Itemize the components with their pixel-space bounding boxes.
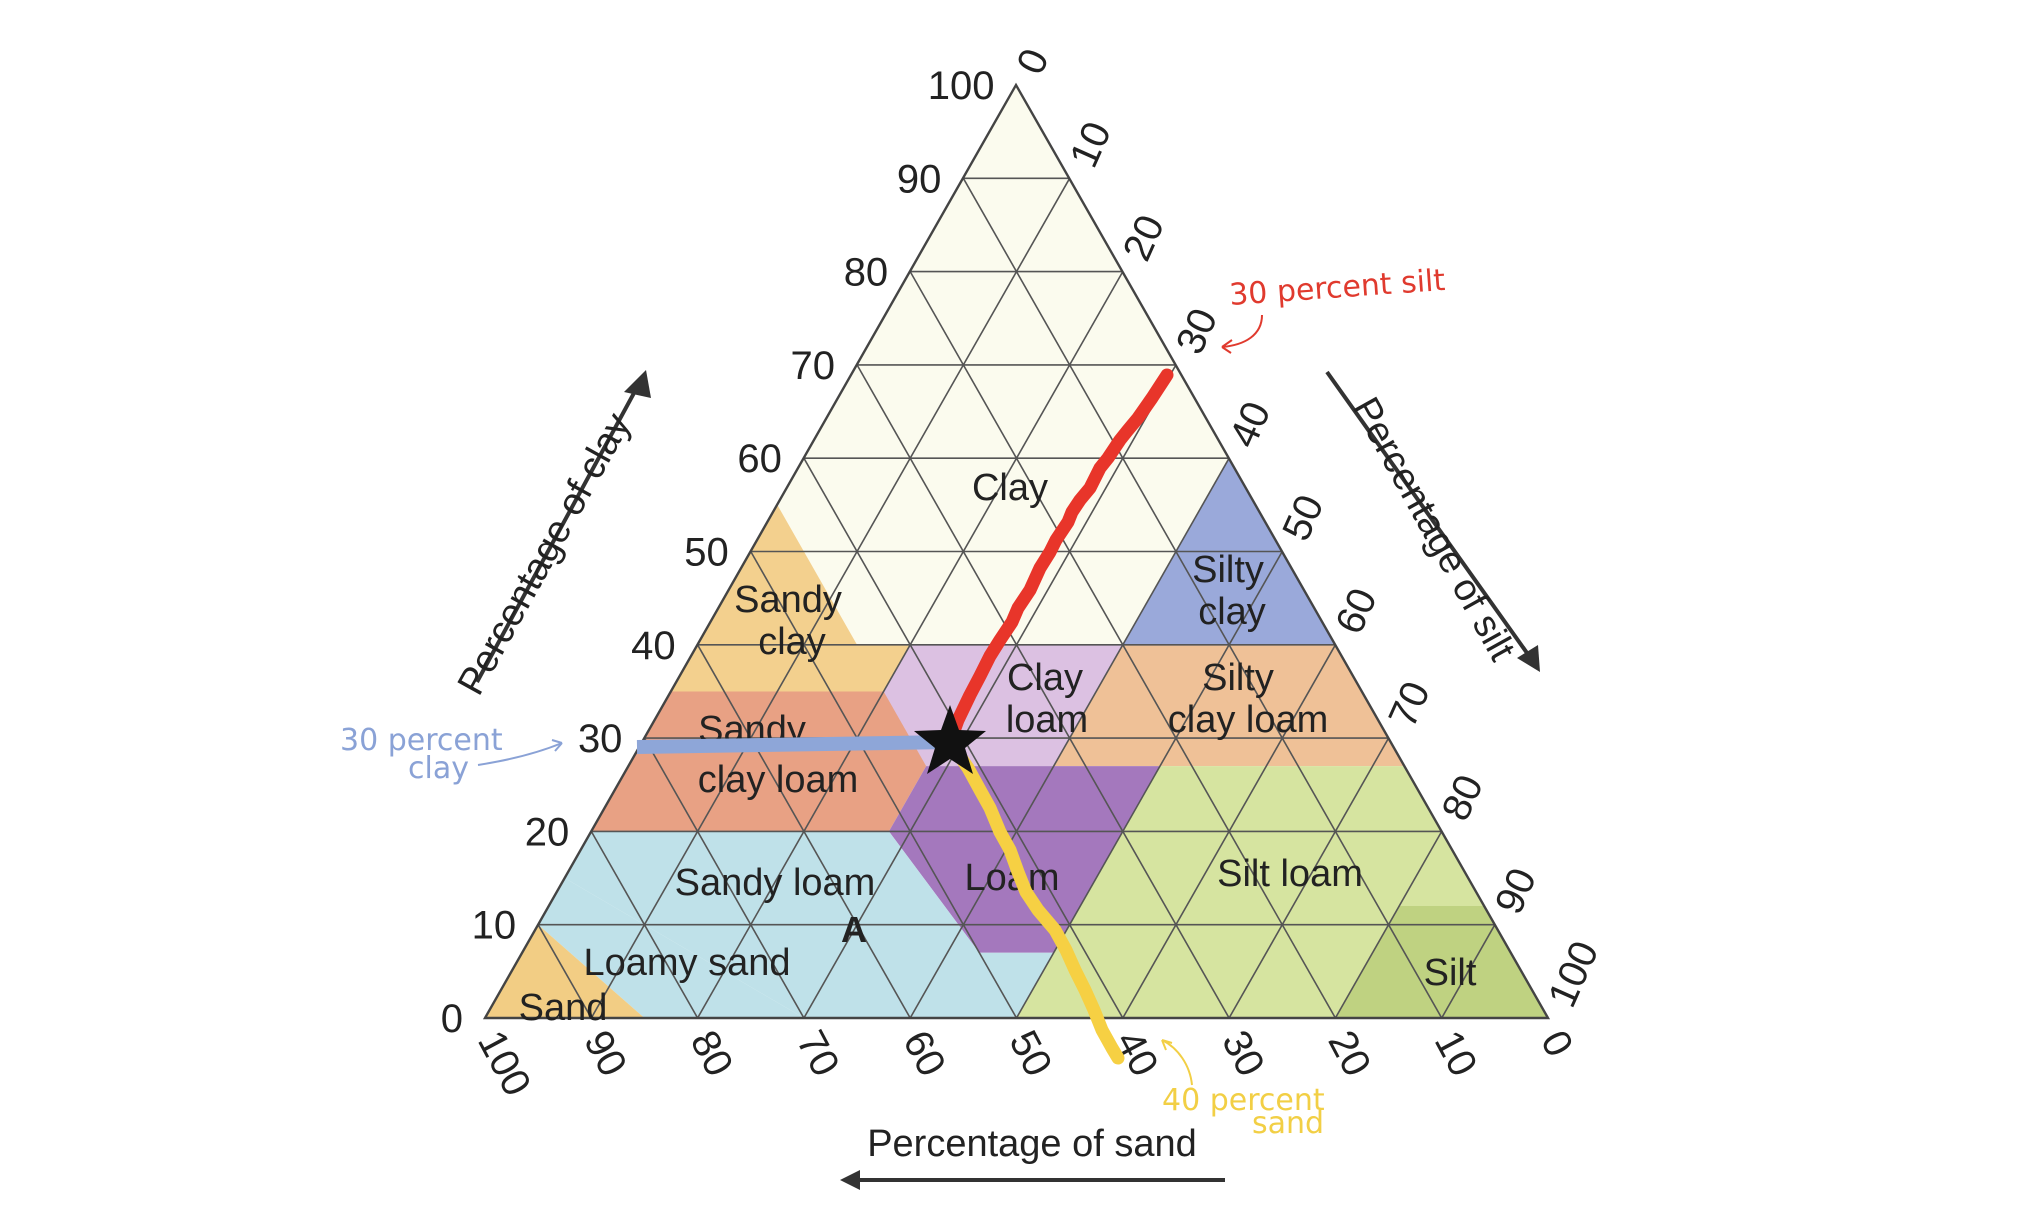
- clay-tick-label: 20: [525, 810, 570, 854]
- sample-star-icon: [914, 705, 986, 774]
- silt-tick-label: 80: [1434, 769, 1492, 828]
- silt-loam-region-label: Silt loam: [1217, 853, 1363, 895]
- region-labels: Clay Sandy clay Silty clay Clay loam Silty c…: [519, 467, 1477, 1029]
- clay-tick-label: 40: [631, 624, 676, 668]
- sandy-loam-region-label: Sandy loam: [675, 862, 876, 904]
- clay-tick-label: 0: [441, 997, 463, 1041]
- region-silt: [1335, 906, 1548, 1018]
- clay-tick-label: 80: [844, 251, 889, 295]
- grid-line-sand: [643, 737, 805, 1019]
- sand-axis-title: Percentage of sand: [840, 1123, 1225, 1190]
- sand-tick-label: 90: [575, 1024, 635, 1084]
- silt-region-label: Silt: [1424, 952, 1477, 994]
- silt-tick-label: 50: [1274, 489, 1332, 548]
- grid-line-silt: [590, 177, 1071, 1019]
- silty-clay-loam-region-label: Silty clay loam: [1168, 657, 1329, 741]
- clay-annotation-arrow-icon: [477, 739, 563, 766]
- grid-line-silt: [1334, 831, 1443, 1019]
- sand-annotation-line1: 40 percent: [1162, 1083, 1325, 1118]
- clay-tick-label: 30: [578, 717, 623, 761]
- sand-tick-label: 50: [1001, 1024, 1061, 1084]
- silt-tick-label: 40: [1221, 395, 1279, 454]
- silt-tick-label: 70: [1381, 675, 1439, 734]
- clay-tick-label: 100: [928, 64, 995, 108]
- clay-tick-label: 60: [737, 437, 782, 481]
- region-silt-loam: [1016, 766, 1485, 1018]
- silt-tick-label: 0: [1009, 42, 1058, 80]
- grid-line-sand: [590, 831, 699, 1019]
- sand-tick-label: 20: [1319, 1024, 1379, 1084]
- clay-annotation-line1: 30 percent: [340, 723, 503, 758]
- sand-tick-label: 30: [1213, 1024, 1273, 1084]
- silt-tick-label: 100: [1540, 935, 1607, 1014]
- silt-annotation-text: 30 percent silt: [1228, 263, 1446, 313]
- sand-tick-label: 10: [1426, 1024, 1486, 1084]
- sand-reading-line: [943, 735, 1125, 1065]
- sand-tick-label: 0: [1532, 1024, 1581, 1064]
- grid-line-sand: [537, 924, 592, 1019]
- silt-tick-label: 60: [1327, 582, 1385, 641]
- silt-reading-line: [943, 368, 1174, 749]
- clay-loam-region-label: Clay loam: [1006, 657, 1088, 741]
- sand-tick-label: 60: [894, 1024, 954, 1084]
- sand-region-label: Sand: [519, 987, 608, 1029]
- clay-reading-line: [636, 735, 951, 754]
- sand-axis-label: Percentage of sand: [867, 1123, 1197, 1165]
- clay-axis-title: Percentage of clay: [450, 370, 651, 702]
- silt-tick-label: 20: [1115, 209, 1173, 268]
- clay-tick-label: 70: [791, 344, 836, 388]
- region-sandy-clay-loam: [591, 691, 927, 832]
- clay-annotation-line2: clay: [408, 751, 469, 786]
- silt-tick-label: 30: [1168, 302, 1226, 361]
- grid-line-sand: [750, 551, 1018, 1019]
- triangle-outline: [482, 82, 1551, 1020]
- clay-axis-label: Percentage of clay: [450, 406, 639, 702]
- silty-clay-region-label: Silty clay: [1192, 549, 1266, 633]
- sand-annotation-arrow-icon: [1161, 1039, 1193, 1086]
- sand-annotation-line2: sand: [1252, 1106, 1324, 1141]
- clay-region-label: Clay: [972, 467, 1048, 509]
- sand-annotation: 40 percent sand: [1161, 1039, 1325, 1141]
- grid-line-silt: [803, 364, 1177, 1019]
- reading-lines: [636, 368, 1174, 1065]
- point-a-label: A: [841, 909, 867, 950]
- region-loamy-sand: [538, 878, 804, 1018]
- silt-tick-label: 10: [1062, 115, 1120, 174]
- clay-annotation: 30 percent clay: [340, 723, 563, 786]
- grid-line-sand: [962, 177, 1443, 1019]
- grid-line-sand: [696, 644, 911, 1019]
- sand-tick-label: 70: [788, 1024, 848, 1084]
- grid-line-silt: [1441, 924, 1496, 1019]
- silt-tick-label: 90: [1487, 862, 1545, 921]
- sandy-clay-region-label: Sandy clay: [734, 579, 842, 663]
- silt-annotation: 30 percent silt: [1221, 263, 1446, 354]
- silt-annotation-arrow-icon: [1221, 314, 1263, 354]
- sand-tick-label: 100: [469, 1024, 539, 1104]
- grid-line-silt: [1122, 644, 1337, 1019]
- region-silty-clay-loam: [1053, 644, 1405, 767]
- clay-tick-label: 10: [472, 904, 517, 948]
- loamy-sand-region-label: Loamy sand: [583, 942, 790, 984]
- region-loam: [888, 766, 1161, 953]
- clay-tick-label: 50: [684, 531, 729, 575]
- clay-tick-label: 90: [897, 157, 942, 201]
- grid-line-silt: [1228, 737, 1390, 1019]
- sand-tick-label: 80: [682, 1024, 742, 1084]
- grid-line-sand: [856, 364, 1230, 1019]
